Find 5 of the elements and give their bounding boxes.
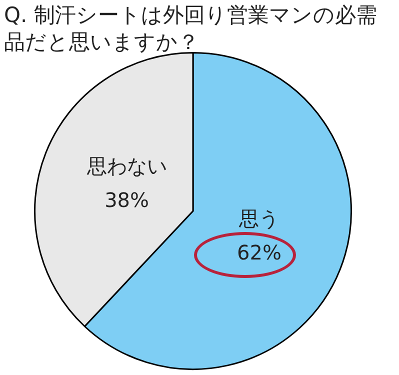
chart-title: Q. 制汗シートは外回り営業マンの必需品だと思いますか？ (4, 2, 378, 56)
data-label: 38% (104, 188, 150, 212)
slice-label: 思わない (86, 154, 167, 178)
data-label: 62% (236, 240, 282, 264)
slice-label: 思う (238, 206, 280, 230)
